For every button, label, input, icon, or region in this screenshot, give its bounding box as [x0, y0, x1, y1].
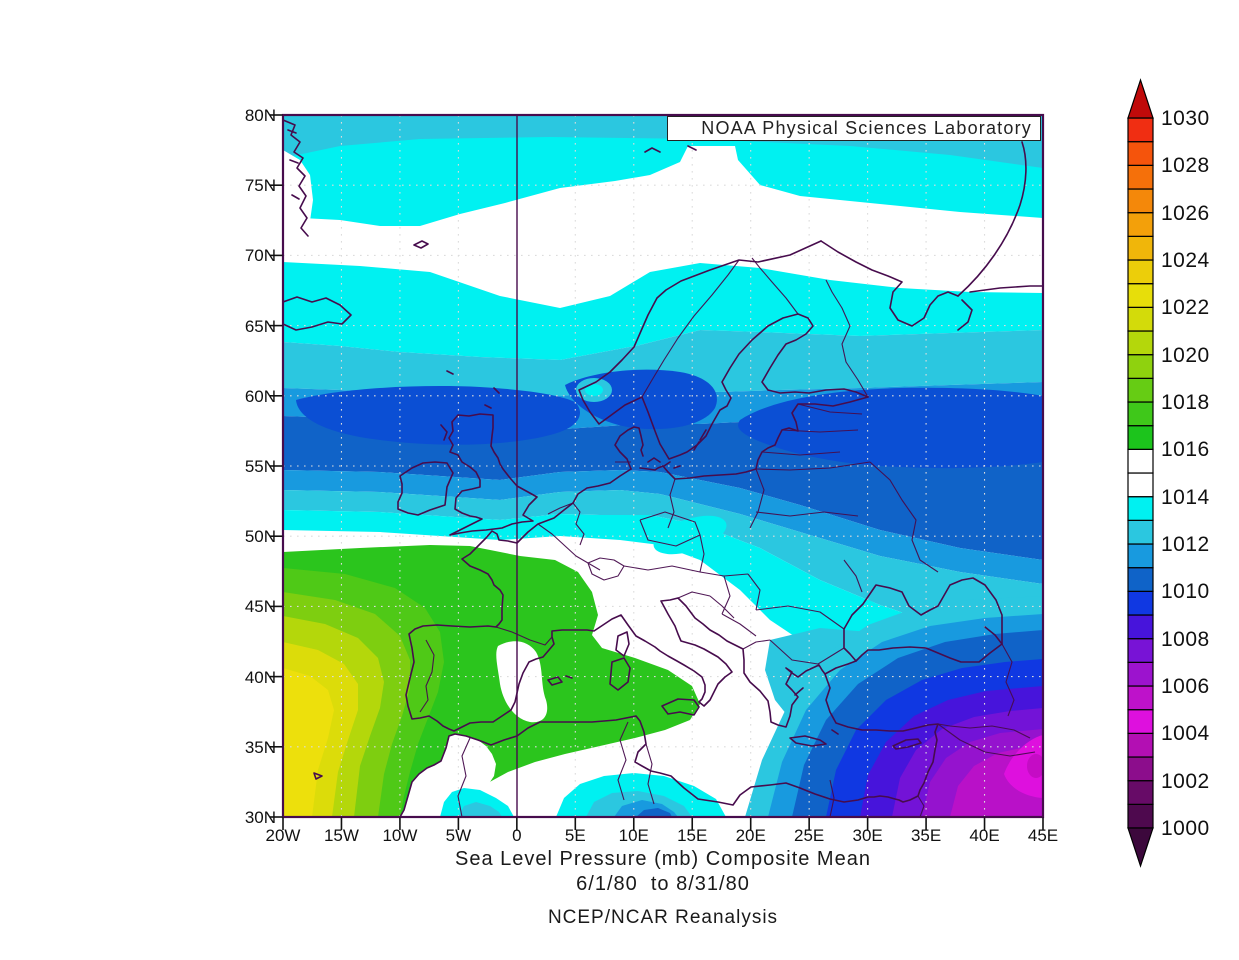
colorbar-tick-label: 1000 — [1161, 817, 1210, 840]
lon-tick-label: 35E — [910, 826, 942, 845]
graticule-grid — [283, 115, 1043, 817]
axis-ticks — [270, 114, 1044, 830]
lat-tick-label: 45N — [244, 597, 276, 617]
lon-tick-label: 0 — [512, 826, 522, 845]
lat-tick-label: 50N — [244, 527, 276, 547]
pressure-field — [283, 115, 1043, 817]
colorbar-segment — [1127, 590, 1154, 616]
colorbar-segment — [1127, 164, 1154, 190]
colorbar-tick-label: 1006 — [1161, 675, 1210, 698]
colorbar-segment — [1127, 661, 1154, 687]
colorbar-segment — [1127, 212, 1154, 237]
colorbar-segment — [1127, 638, 1154, 663]
colorbar-segment — [1127, 803, 1154, 829]
caption-attribution: NCEP/NCAR Reanalysis — [547, 907, 779, 928]
lat-tick-label: 70N — [244, 246, 276, 266]
colorbar-segment — [1127, 235, 1154, 261]
colorbar-tick-label: 1010 — [1161, 580, 1210, 604]
lat-tick-label: 60N — [244, 386, 276, 406]
colorbar-segment — [1127, 709, 1154, 734]
lat-tick-label: 75N — [244, 176, 276, 196]
lat-tick-label: 55N — [244, 457, 276, 476]
lat-tick-label: 65N — [244, 316, 276, 336]
colorbar-segment — [1127, 756, 1154, 782]
lon-tick-label: 25E — [794, 826, 825, 845]
colorbar-tick-label: 1028 — [1161, 154, 1210, 178]
colorbar-tick-label: 1012 — [1161, 533, 1210, 556]
lon-tick-label: 15W — [323, 826, 359, 845]
lon-tick-label: 40E — [969, 826, 1000, 845]
lon-tick-label: 10E — [618, 826, 649, 845]
colorbar-segment — [1127, 425, 1154, 450]
lon-tick-label: 15E — [677, 826, 708, 845]
colorbar-segment — [1127, 354, 1154, 379]
colorbar-segment — [1127, 780, 1154, 805]
caption-date-range: 6/1/80 to 8/31/80 — [576, 873, 750, 895]
colorbar-segment — [1127, 685, 1154, 711]
country-borders — [419, 257, 1036, 817]
colorbar-tick-label: 1024 — [1161, 249, 1210, 272]
colorbar-tick-label: 1030 — [1161, 107, 1210, 130]
lon-tick-label: 5E — [564, 826, 586, 845]
colorbar-tick-label: 1016 — [1161, 438, 1210, 462]
lon-tick-label: 30E — [852, 826, 883, 845]
colorbar-arrow — [1127, 78, 1154, 119]
colorbar-segment — [1127, 732, 1154, 758]
map-frame — [281, 113, 1045, 819]
colorbar-arrow — [1127, 827, 1154, 868]
colorbar-segment — [1127, 117, 1154, 143]
lon-tick-label: 45E — [1027, 826, 1059, 845]
colorbar-segment — [1127, 614, 1154, 640]
colorbar-segment — [1127, 377, 1154, 403]
colorbar-tick-label: 1004 — [1161, 722, 1210, 746]
lat-tick-label: 30N — [244, 808, 276, 827]
colorbar-tick-label: 1026 — [1161, 201, 1210, 225]
colorbar-tick-label: 1014 — [1161, 485, 1210, 509]
colorbar-segment — [1127, 401, 1154, 427]
lon-tick-label: 5W — [445, 826, 472, 845]
colorbar-segment — [1127, 188, 1154, 214]
colorbar-tick-label: 1002 — [1161, 769, 1210, 793]
colorbar-segment — [1127, 448, 1154, 474]
colorbar-tick-label: 1022 — [1161, 296, 1210, 320]
colorbar-segment — [1127, 519, 1154, 545]
colorbar-segment — [1127, 283, 1154, 308]
noaa-banner: NOAA Physical Sciences Laboratory — [667, 116, 1041, 141]
colorbar-segment — [1127, 306, 1154, 332]
lon-tick-label: 20E — [735, 826, 766, 845]
colorbar-segment — [1127, 543, 1154, 569]
lon-tick-label: 10W — [382, 826, 418, 845]
colorbar-tick-label: 1018 — [1161, 391, 1210, 414]
lat-tick-label: 40N — [244, 667, 276, 687]
lat-tick-label: 35N — [244, 737, 276, 757]
lon-tick-label: 20W — [265, 826, 301, 845]
colorbar-segment — [1127, 567, 1154, 592]
caption-title: Sea Level Pressure (mb) Composite Mean — [455, 848, 871, 870]
colorbar — [1127, 78, 1154, 868]
coastlines — [283, 119, 1043, 817]
colorbar-tick-label: 1008 — [1161, 627, 1210, 651]
colorbar-segment — [1127, 472, 1154, 498]
colorbar-segment — [1127, 141, 1154, 166]
colorbar-segment — [1127, 330, 1154, 356]
colorbar-tick-label: 1020 — [1161, 343, 1210, 367]
lat-tick-label: 80N — [244, 106, 276, 125]
colorbar-segment — [1127, 496, 1154, 521]
colorbar-segment — [1127, 259, 1154, 285]
